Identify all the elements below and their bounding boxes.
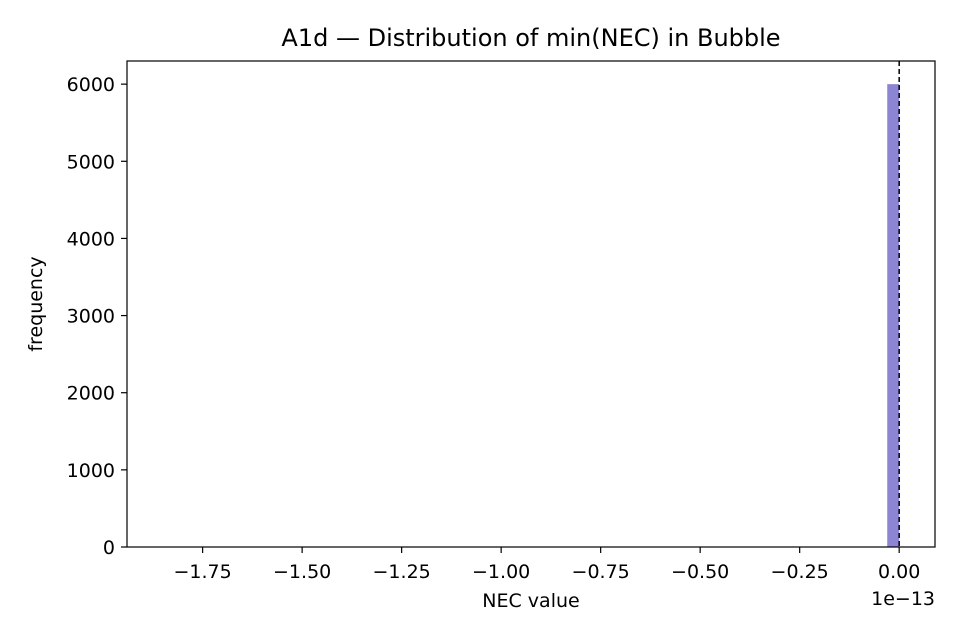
y-tick-label: 0	[103, 537, 115, 559]
y-tick-label: 6000	[67, 74, 115, 96]
chart-title: A1d — Distribution of min(NEC) in Bubble	[281, 24, 780, 52]
plot-area: −1.75 −1.50 −1.25 −1.00 −0.75 −0.50 −0.25 0.00 0…	[67, 60, 936, 583]
x-tick-label: −1.50	[273, 561, 331, 583]
x-tick-label: −0.75	[572, 561, 630, 583]
x-tick-label: 0.00	[878, 561, 920, 583]
x-tick-label: −1.00	[472, 561, 530, 583]
x-tick-label: −1.25	[373, 561, 431, 583]
axes-frame	[126, 60, 936, 548]
y-tick-label: 1000	[67, 460, 115, 482]
x-axis-offset-label: 1e−13	[871, 588, 935, 610]
x-tick-label: −0.50	[671, 561, 729, 583]
histogram-bar	[887, 84, 900, 548]
y-tick-label: 5000	[67, 151, 115, 173]
y-axis-label: frequency	[25, 256, 47, 351]
x-tick-label: −0.25	[771, 561, 829, 583]
x-tick-label: −1.75	[174, 561, 232, 583]
x-axis-label: NEC value	[482, 590, 579, 612]
y-tick-label: 3000	[67, 306, 115, 328]
y-tick-label: 4000	[67, 228, 115, 250]
y-tick-label: 2000	[67, 383, 115, 405]
